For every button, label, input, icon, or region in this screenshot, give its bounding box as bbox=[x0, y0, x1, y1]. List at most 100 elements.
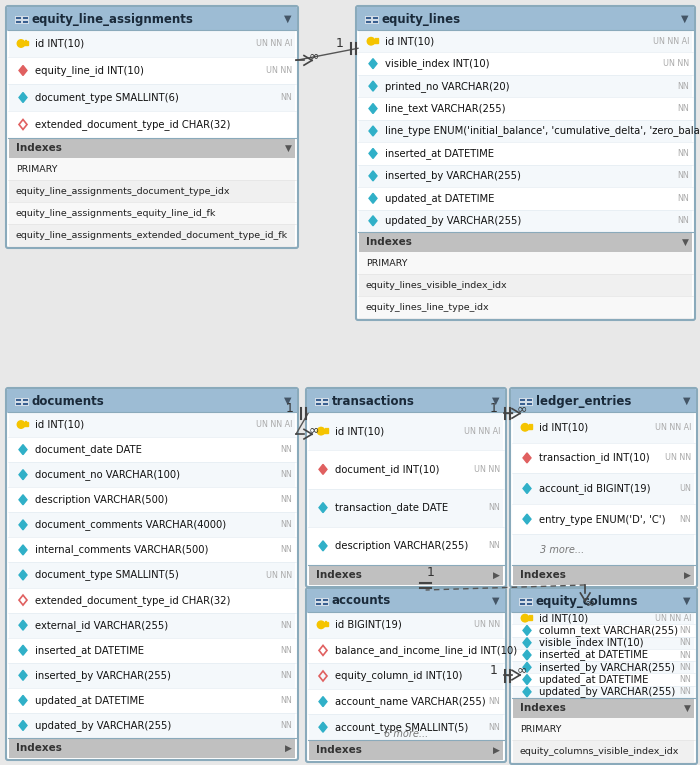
Text: 3 more...: 3 more... bbox=[540, 545, 584, 555]
Text: document_type SMALLINT(6): document_type SMALLINT(6) bbox=[35, 92, 178, 103]
Bar bbox=[513, 673, 694, 685]
Bar bbox=[513, 601, 694, 612]
Circle shape bbox=[368, 37, 374, 45]
Polygon shape bbox=[319, 722, 327, 732]
Text: UN NN: UN NN bbox=[474, 620, 500, 630]
FancyBboxPatch shape bbox=[306, 588, 506, 762]
Text: NN: NN bbox=[280, 646, 292, 655]
Text: Indexes: Indexes bbox=[520, 703, 566, 713]
Text: account_id BIGINT(19): account_id BIGINT(19) bbox=[539, 483, 650, 494]
Polygon shape bbox=[319, 503, 327, 513]
Bar bbox=[15, 402, 21, 405]
Bar bbox=[9, 437, 295, 462]
Text: ∞: ∞ bbox=[585, 597, 596, 610]
Text: ▶: ▶ bbox=[493, 746, 499, 754]
Bar bbox=[22, 20, 28, 23]
Bar bbox=[9, 537, 295, 562]
Text: Indexes: Indexes bbox=[16, 143, 62, 153]
Text: equity_line_assignments: equity_line_assignments bbox=[32, 12, 194, 25]
Text: Indexes: Indexes bbox=[366, 237, 412, 247]
Bar bbox=[519, 602, 525, 605]
Polygon shape bbox=[523, 650, 531, 660]
Polygon shape bbox=[523, 638, 531, 648]
Bar bbox=[513, 698, 694, 718]
Bar bbox=[309, 451, 503, 489]
Text: PRIMARY: PRIMARY bbox=[520, 724, 561, 734]
Polygon shape bbox=[19, 645, 27, 656]
Bar bbox=[25, 40, 26, 42]
Polygon shape bbox=[19, 495, 27, 505]
Text: id INT(10): id INT(10) bbox=[539, 422, 588, 432]
Bar bbox=[321, 623, 328, 627]
Text: ▼: ▼ bbox=[284, 14, 292, 24]
Text: updated_at DATETIME: updated_at DATETIME bbox=[539, 674, 648, 685]
Text: ∞: ∞ bbox=[517, 402, 527, 415]
Bar bbox=[9, 562, 295, 588]
Text: UN NN AI: UN NN AI bbox=[256, 420, 292, 429]
Text: 1: 1 bbox=[336, 37, 344, 50]
Bar bbox=[513, 740, 694, 762]
Bar bbox=[309, 565, 503, 585]
Text: UN NN: UN NN bbox=[663, 59, 689, 68]
Polygon shape bbox=[523, 626, 531, 636]
Polygon shape bbox=[19, 520, 27, 530]
Text: PRIMARY: PRIMARY bbox=[366, 259, 407, 268]
Text: inserted_by VARCHAR(255): inserted_by VARCHAR(255) bbox=[35, 670, 171, 681]
FancyBboxPatch shape bbox=[6, 388, 298, 760]
Bar bbox=[9, 84, 295, 111]
Bar bbox=[309, 740, 503, 760]
Text: ▼: ▼ bbox=[682, 237, 688, 246]
Bar bbox=[526, 598, 532, 601]
Text: document_type SMALLINT(5): document_type SMALLINT(5) bbox=[35, 570, 178, 581]
Text: entry_type ENUM('D', 'C'): entry_type ENUM('D', 'C') bbox=[539, 513, 666, 525]
Text: account_type SMALLINT(5): account_type SMALLINT(5) bbox=[335, 721, 468, 733]
Bar bbox=[27, 41, 28, 42]
Bar bbox=[359, 296, 692, 318]
Text: ledger_entries: ledger_entries bbox=[536, 395, 631, 408]
Bar bbox=[326, 428, 328, 430]
Bar bbox=[365, 16, 371, 19]
Text: UN NN: UN NN bbox=[665, 454, 691, 462]
Bar bbox=[315, 402, 321, 405]
FancyBboxPatch shape bbox=[510, 388, 697, 587]
Bar bbox=[377, 38, 378, 40]
Text: printed_no VARCHAR(20): printed_no VARCHAR(20) bbox=[385, 80, 510, 92]
Text: ▼: ▼ bbox=[492, 396, 500, 406]
Text: NN: NN bbox=[489, 723, 500, 731]
Bar bbox=[371, 40, 378, 43]
Bar bbox=[513, 624, 694, 636]
Text: UN NN AI: UN NN AI bbox=[652, 37, 689, 46]
Text: updated_at DATETIME: updated_at DATETIME bbox=[35, 695, 144, 706]
Bar bbox=[15, 398, 21, 401]
Bar bbox=[309, 612, 503, 637]
FancyBboxPatch shape bbox=[7, 7, 297, 31]
Text: document_date DATE: document_date DATE bbox=[35, 444, 142, 455]
Bar bbox=[9, 513, 295, 537]
Bar bbox=[528, 424, 530, 426]
Text: inserted_at DATETIME: inserted_at DATETIME bbox=[385, 148, 494, 159]
Circle shape bbox=[18, 421, 24, 428]
Bar bbox=[513, 612, 694, 624]
Bar bbox=[15, 20, 21, 23]
Text: extended_document_type_id CHAR(32): extended_document_type_id CHAR(32) bbox=[35, 119, 230, 130]
Text: ▼: ▼ bbox=[681, 14, 689, 24]
Text: updated_by VARCHAR(255): updated_by VARCHAR(255) bbox=[385, 215, 522, 226]
Polygon shape bbox=[19, 570, 27, 580]
Text: NN: NN bbox=[280, 495, 292, 504]
Text: ▼: ▼ bbox=[284, 396, 292, 406]
Bar bbox=[9, 138, 295, 158]
Text: PRIMARY: PRIMARY bbox=[16, 164, 57, 174]
Bar bbox=[322, 402, 328, 405]
Polygon shape bbox=[19, 66, 27, 76]
Bar bbox=[325, 428, 326, 430]
Circle shape bbox=[522, 614, 528, 622]
Bar bbox=[531, 615, 532, 617]
Bar bbox=[519, 398, 525, 401]
Bar bbox=[526, 602, 532, 605]
Bar bbox=[9, 401, 295, 412]
Text: NN: NN bbox=[280, 470, 292, 479]
Text: ▼: ▼ bbox=[285, 144, 291, 152]
Bar bbox=[359, 232, 692, 252]
Text: ▶: ▶ bbox=[493, 571, 499, 580]
Text: UN: UN bbox=[679, 484, 691, 493]
